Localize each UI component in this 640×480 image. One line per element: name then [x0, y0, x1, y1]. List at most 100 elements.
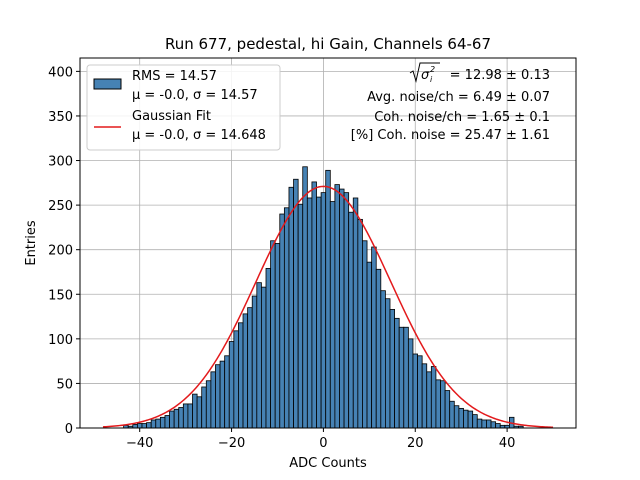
x-tick-label: 40 — [499, 436, 516, 451]
histogram-bar — [219, 360, 226, 429]
histogram-bar — [242, 313, 249, 429]
histogram-bar — [164, 415, 170, 429]
annotation-coh-noise-percent: [%] Coh. noise = 25.47 ± 1.61 — [351, 128, 550, 143]
histogram-bar — [196, 396, 203, 429]
histogram-bar — [201, 386, 207, 429]
histogram-bar — [329, 201, 336, 429]
histogram-bar — [233, 330, 239, 429]
histogram-bar — [187, 403, 193, 429]
histogram-bar — [385, 298, 391, 429]
x-tick-label: 20 — [407, 436, 424, 451]
legend-fit-label: Gaussian Fit — [132, 109, 211, 124]
histogram-bar — [311, 181, 317, 429]
histogram-bar — [394, 317, 400, 429]
gaussian-fit-curve — [102, 185, 554, 429]
chart-title: Run 677, pedestal, hi Gain, Channels 64-… — [165, 35, 491, 53]
histogram-bar — [403, 326, 409, 429]
histogram-bar — [348, 211, 354, 429]
annotation-avg-noise: Avg. noise/ch = 6.49 ± 0.07 — [367, 90, 550, 105]
sqrt-sigma-symbol: σ 2 i — [409, 62, 440, 84]
y-tick-label: 250 — [48, 199, 73, 214]
noise-annotations: σ 2 i = 12.98 ± 0.13 Avg. noise/ch = 6.4… — [351, 62, 550, 143]
histogram-bar — [490, 421, 497, 429]
histogram-bar — [155, 418, 161, 429]
y-axis-label: Entries — [24, 220, 39, 266]
histogram-bar — [265, 268, 271, 429]
legend-box — [86, 64, 281, 151]
histogram-bar — [440, 380, 446, 429]
histogram-bar — [476, 418, 483, 429]
histogram-bar — [256, 282, 262, 429]
histogram-bar — [238, 322, 244, 429]
histogram-bar — [192, 393, 198, 429]
x-axis-ticks: −40 −20 0 20 40 — [126, 428, 515, 451]
histogram-bar — [371, 246, 377, 429]
histogram-bar — [343, 192, 350, 429]
histogram-bar — [224, 355, 230, 429]
x-tick-label: 0 — [319, 436, 327, 451]
histogram-bar — [467, 410, 474, 429]
histogram-bar — [481, 419, 487, 429]
histogram-bar — [421, 363, 428, 429]
legend-histogram-label: RMS = 14.57 — [132, 69, 217, 84]
histogram-bar — [407, 338, 414, 429]
annotation-coh-noise: Coh. noise/ch = 1.65 ± 0.1 — [374, 110, 550, 125]
histogram-bar — [495, 423, 501, 429]
histogram-bar — [463, 409, 469, 429]
y-tick-label: 0 — [65, 422, 73, 437]
histogram-bar — [293, 178, 299, 429]
histogram-bar — [430, 366, 437, 429]
y-tick-label: 300 — [48, 155, 73, 170]
histogram-bar — [270, 240, 276, 429]
histogram-bar — [444, 390, 451, 429]
histogram-bar — [375, 268, 382, 429]
x-tick-label: −40 — [126, 436, 153, 451]
histogram-bar — [449, 400, 455, 429]
histogram-bar — [146, 422, 152, 429]
histogram-bar — [215, 364, 221, 429]
histogram-bar — [182, 403, 189, 429]
histogram-bar — [486, 419, 492, 429]
histogram-bar — [169, 410, 175, 429]
x-tick-label: −20 — [218, 436, 245, 451]
histogram-bar — [205, 380, 212, 429]
histogram-bar — [274, 243, 281, 429]
y-tick-label: 150 — [48, 288, 73, 303]
histogram-bar — [389, 309, 395, 429]
legend: RMS = 14.57 μ = -0.0, σ = 14.57 Gaussian… — [86, 64, 281, 151]
y-tick-label: 350 — [48, 110, 73, 125]
legend-histogram-sublabel: μ = -0.0, σ = 14.57 — [132, 88, 258, 103]
histogram-bar — [150, 419, 157, 429]
histogram-bar — [302, 166, 308, 429]
annotation-rms-noise: = 12.98 ± 0.13 — [450, 68, 550, 83]
histogram-bar — [228, 341, 235, 429]
histogram-bar — [279, 213, 285, 429]
y-axis-ticks: 0 50 100 150 200 250 300 350 400 — [48, 65, 80, 437]
histogram-bar — [159, 416, 166, 429]
histogram-bar — [417, 355, 423, 429]
histogram-bar — [210, 371, 216, 429]
legend-fit-sublabel: μ = -0.0, σ = 14.648 — [132, 128, 266, 143]
histogram-bar — [178, 407, 184, 429]
histogram-bar — [320, 192, 327, 429]
histogram-bar — [251, 295, 258, 429]
histogram-bar — [247, 307, 253, 429]
histogram-bar — [137, 423, 143, 429]
plot-frame — [79, 57, 577, 429]
histogram-bar — [306, 197, 313, 429]
histogram-bar — [288, 186, 294, 429]
histogram-bar — [357, 218, 363, 429]
svg-text:σ: σ — [421, 68, 430, 83]
histogram-bar — [380, 290, 386, 429]
histogram-bar — [141, 423, 147, 429]
y-tick-label: 200 — [48, 244, 73, 259]
y-tick-label: 50 — [56, 377, 73, 392]
histogram-bar — [472, 414, 478, 429]
y-tick-label: 100 — [48, 333, 73, 348]
histogram-bars — [123, 166, 524, 429]
histogram-bar — [173, 408, 180, 429]
histogram-bar — [366, 261, 373, 429]
histogram-bar — [339, 188, 345, 429]
y-tick-label: 400 — [48, 65, 73, 80]
x-axis-label: ADC Counts — [289, 456, 367, 471]
